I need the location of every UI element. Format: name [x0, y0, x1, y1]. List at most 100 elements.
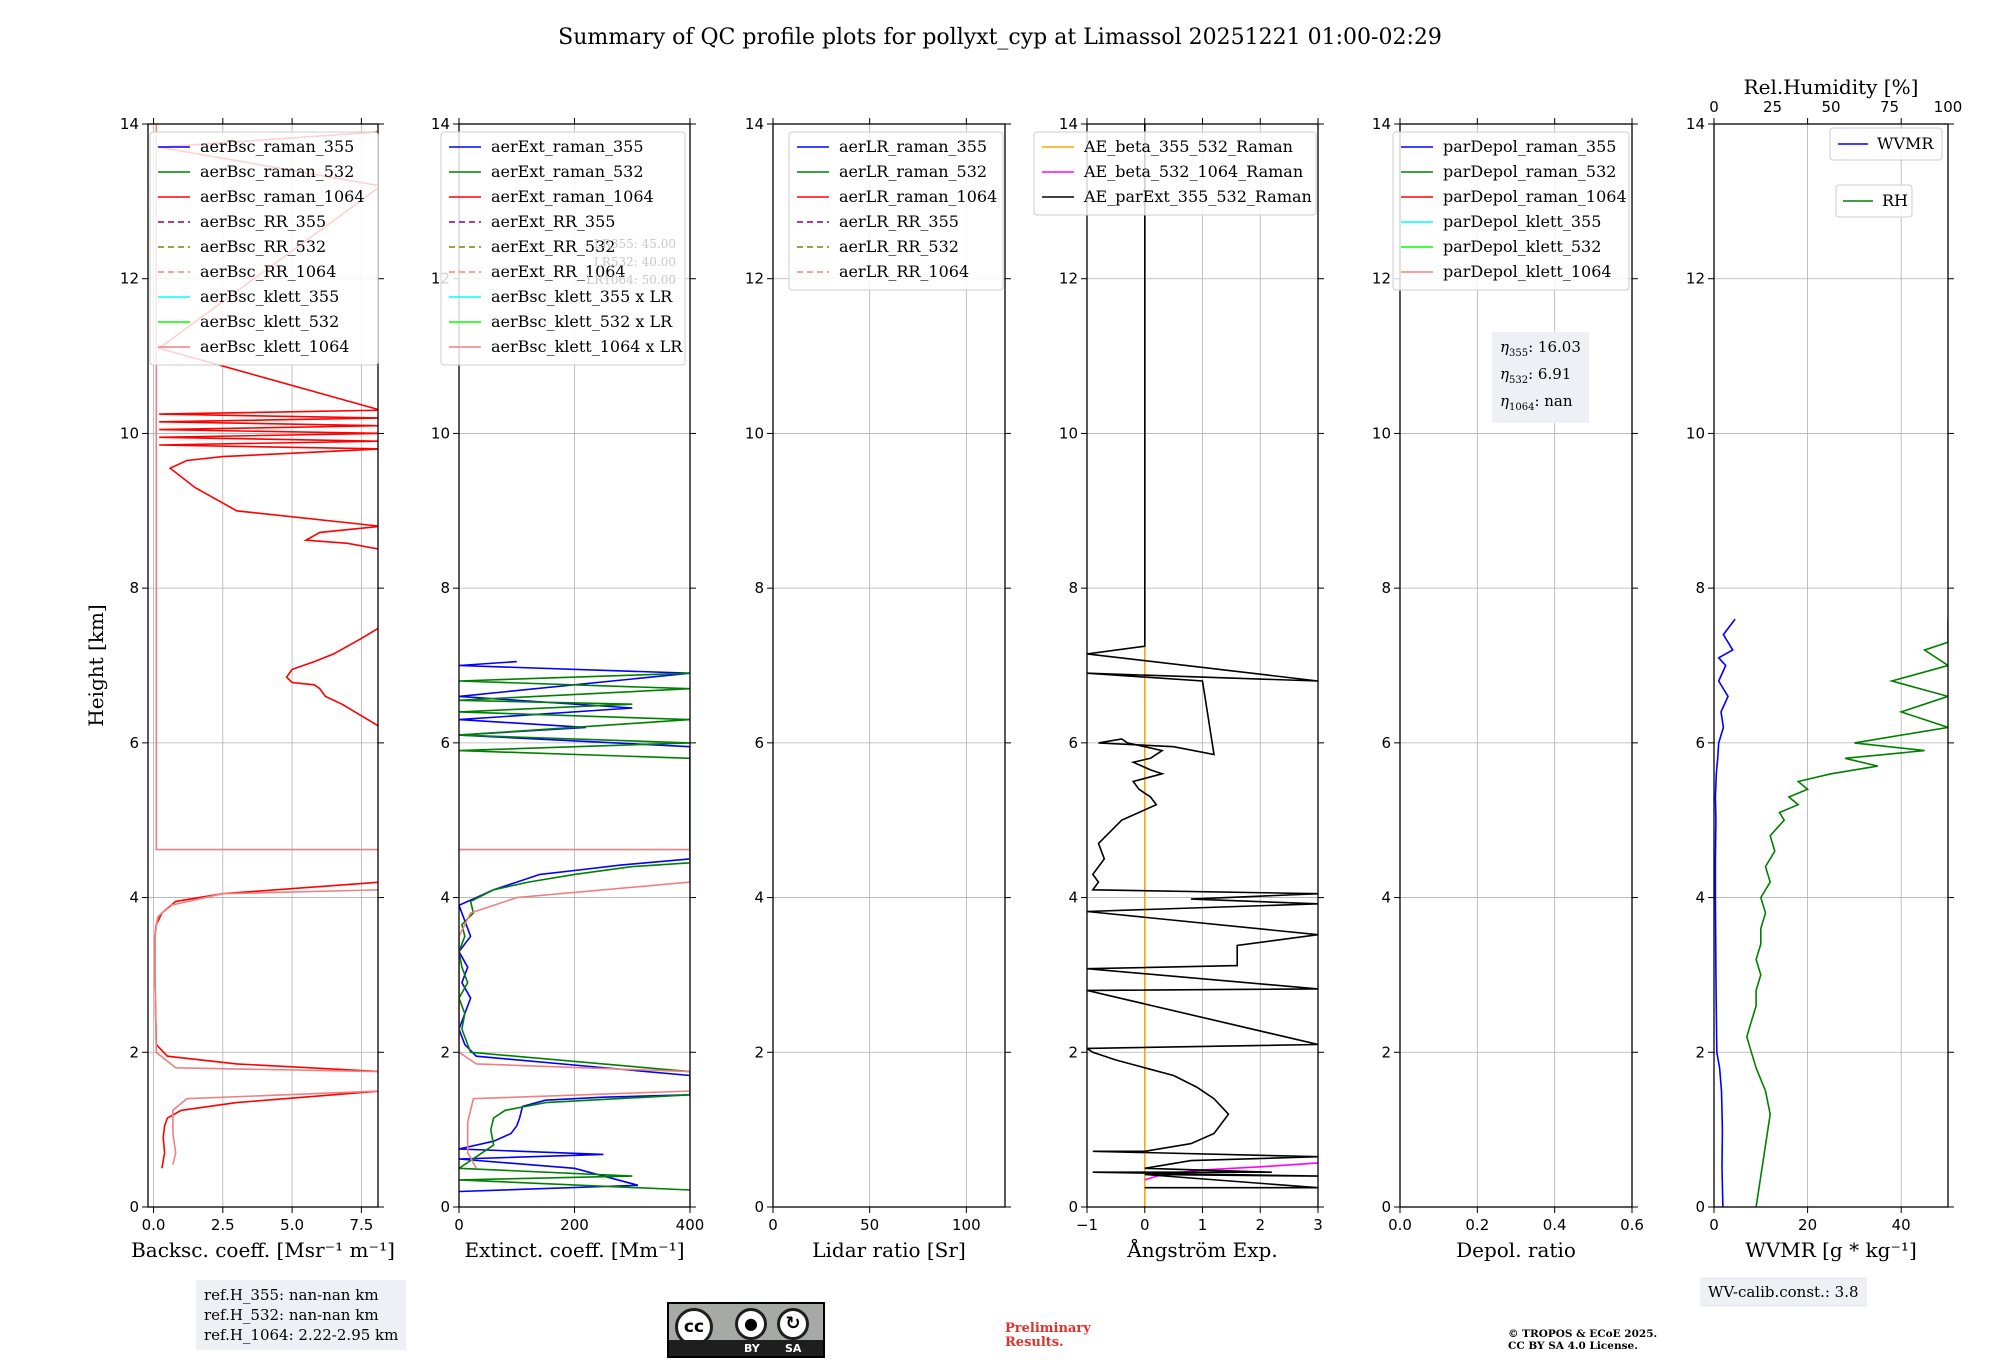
x-tick-label: 0.4 [1543, 1216, 1567, 1234]
x-tick-label: 5.0 [280, 1216, 304, 1234]
series-line-aerBsc_raman_1064 [154, 131, 378, 1169]
y-tick-label: 6 [440, 734, 450, 752]
legend-label: aerExt_RR_532 [491, 237, 615, 256]
series-group [459, 660, 690, 1193]
legend-box [788, 131, 1004, 291]
top-x-tick-label: 100 [1934, 98, 1963, 116]
legend-label: AE_beta_355_532_Raman [1083, 137, 1293, 156]
y-tick-label: 6 [1381, 734, 1391, 752]
copyright-note: © TROPOS & ECoE 2025. CC BY SA 4.0 Licen… [1508, 1328, 1657, 1352]
y-tick-label: 8 [754, 579, 764, 597]
y-tick-label: 12 [1372, 270, 1391, 288]
y-tick-label: 14 [1059, 115, 1078, 133]
legend-box [440, 131, 686, 366]
legend-label: parDepol_raman_355 [1443, 137, 1616, 156]
y-tick-label: 2 [1068, 1043, 1078, 1061]
x-tick-label: 200 [560, 1216, 589, 1234]
legend-label: parDepol_klett_1064 [1443, 262, 1612, 281]
y-tick-label: 10 [1059, 424, 1078, 442]
copyright-line-2: CC BY SA 4.0 License. [1508, 1340, 1638, 1352]
y-tick-label: 12 [1059, 270, 1078, 288]
panel-backscatter: 0.0 2.5 5.0 7.5 0 2 4 6 8 10 12 14 Backsc. coeff. [M… [84, 115, 395, 1262]
y-tick-label: 2 [1695, 1043, 1705, 1061]
legend-box [1835, 184, 1913, 218]
axes-frame [772, 123, 1006, 1208]
legend: aerExt_raman_355 aerExt_raman_532 aerExt_r… [440, 131, 686, 366]
eta-box: η355: 16.03 η532: 6.91 η1064: nan [1492, 332, 1589, 423]
y-tick-label: 4 [129, 889, 139, 907]
y-tick-label: 4 [1695, 889, 1705, 907]
y-tick-label: 6 [129, 734, 139, 752]
x-tick-label: 400 [676, 1216, 705, 1234]
preliminary-line-1: Preliminary [1005, 1321, 1091, 1336]
x-tick-label: 0 [1709, 1216, 1719, 1234]
x-tick-label: 0 [454, 1216, 464, 1234]
y-tick-label: 14 [745, 115, 764, 133]
y-tick-label: 8 [1068, 579, 1078, 597]
y-tick-label: 0 [1695, 1198, 1705, 1216]
top-x-tick-label: 50 [1821, 98, 1840, 116]
y-tick-label: 2 [754, 1043, 764, 1061]
x-tick-label: 40 [1892, 1216, 1911, 1234]
preliminary-line-2: Results. [1005, 1335, 1064, 1350]
eta-symbol: η [1500, 392, 1509, 410]
series-group [1714, 618, 1948, 1207]
legend-label: aerLR_raman_1064 [839, 187, 997, 206]
x-tick-label: 0 [1140, 1216, 1150, 1234]
cc-by-label: BY [744, 1342, 760, 1355]
y-tick-label: 2 [129, 1043, 139, 1061]
x-tick-label: 0.2 [1465, 1216, 1489, 1234]
legend-label: aerExt_raman_355 [491, 137, 644, 156]
legend-label: WVMR [1877, 134, 1934, 153]
x-axis-label: Extinct. coeff. [Mm⁻¹] [464, 1238, 684, 1262]
y-tick-label: 8 [129, 579, 139, 597]
eta-value: : nan [1534, 392, 1573, 410]
series-group [154, 124, 378, 1169]
legend-label: aerBsc_raman_355 [200, 137, 354, 156]
x-tick-label: 50 [860, 1216, 879, 1234]
y-tick-label: 0 [129, 1198, 139, 1216]
lr-annotation: LR355: 45.00 [594, 237, 676, 251]
cc-logo-icon: cc [675, 1308, 713, 1346]
by-person-icon: ● [735, 1308, 767, 1340]
x-tick-label: 100 [952, 1216, 981, 1234]
x-tick-label: 1 [1198, 1216, 1208, 1234]
legend-label: aerExt_RR_1064 [491, 262, 626, 281]
eta-value: : 6.91 [1528, 365, 1572, 383]
y-tick-label: 4 [440, 889, 450, 907]
x-tick-label: 0.0 [142, 1216, 166, 1234]
legend-label: parDepol_raman_532 [1443, 162, 1616, 181]
y-tick-label: 14 [431, 115, 450, 133]
legend-label: RH [1882, 191, 1908, 210]
y-tick-label: 4 [754, 889, 764, 907]
y-tick-label: 12 [120, 270, 139, 288]
x-tick-label: 7.5 [349, 1216, 373, 1234]
eta-subscript: 532 [1509, 375, 1529, 386]
panel-depol: 0.0 0.2 0.4 0.6 0 2 4 6 8 10 12 14 Depol. ratio parDe… [1372, 115, 1644, 1262]
eta-value: : 16.03 [1528, 338, 1581, 356]
legend-label: aerExt_raman_1064 [491, 187, 654, 206]
series-line-aerBsc_klett_1064 [154, 124, 378, 1165]
x-tick-label: 3 [1313, 1216, 1323, 1234]
x-axis-label: Lidar ratio [Sr] [812, 1238, 966, 1262]
panel-lidar_ratio: 0 50 100 0 2 4 6 8 10 12 14 Lidar ratio [Sr] aerLR_r… [745, 115, 1011, 1262]
panel-wvmr: 0 20 40 0 2 4 6 8 10 12 14 WVMR [g * kg⁻¹] 0 25 50 75 10… [1686, 75, 1962, 1262]
legend-label: aerLR_RR_1064 [839, 262, 969, 281]
x-axis-label: WVMR [g * kg⁻¹] [1745, 1238, 1917, 1262]
y-axis-label: Height [km] [84, 604, 108, 726]
eta-subscript: 355 [1509, 348, 1529, 359]
wv-calib-text: WV-calib.const.: 3.8 [1708, 1283, 1859, 1301]
y-tick-label: 4 [1381, 889, 1391, 907]
legend-label: aerBsc_RR_1064 [200, 262, 336, 281]
legend-label: aerLR_RR_532 [839, 237, 959, 256]
lr-annotation: LR1064: 50.00 [586, 273, 676, 287]
y-tick-label: 0 [1068, 1198, 1078, 1216]
legend: aerBsc_raman_355 aerBsc_raman_532 aerBsc_r… [149, 131, 379, 366]
legend-box [1392, 131, 1630, 291]
y-tick-label: 10 [1372, 424, 1391, 442]
legend-label: AE_parExt_355_532_Raman [1083, 187, 1312, 206]
eta-symbol: η [1500, 338, 1509, 356]
y-tick-label: 8 [1695, 579, 1705, 597]
